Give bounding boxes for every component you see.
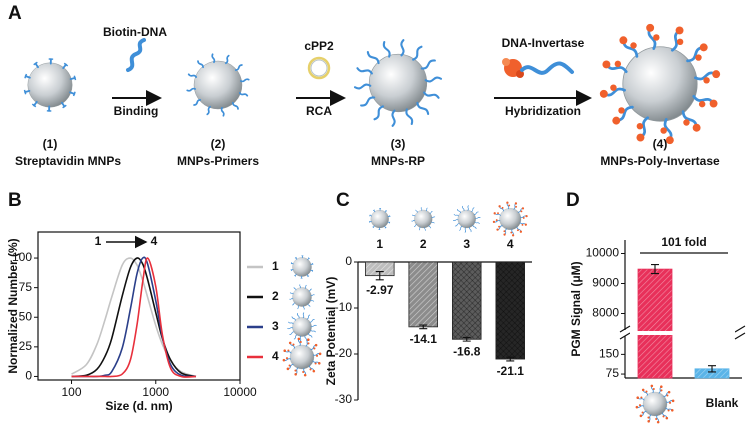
step-name: MNPs-Poly-Invertase [600, 154, 720, 168]
series-line [71, 257, 197, 378]
category-label: 3 [463, 237, 470, 251]
y-tick-label: 10000 [586, 246, 620, 260]
particle-icon [369, 208, 391, 230]
step-number: (3) [391, 137, 406, 151]
particle-icon [635, 384, 675, 424]
error-bar [708, 365, 716, 373]
step-number: (4) [653, 137, 668, 151]
y-tick-label: 8000 [592, 306, 619, 320]
panel-label: A [8, 3, 22, 24]
reagent-label: Biotin-DNA [103, 25, 167, 39]
y-tick-label: -20 [335, 346, 353, 360]
category-label: 1 [376, 237, 383, 251]
legend-label: 3 [272, 319, 279, 333]
error-bar [375, 270, 384, 281]
y-axis-label: Normalized Number (%) [6, 238, 20, 373]
y-axis-label: PGM Signal (μM) [569, 261, 583, 356]
category-label: 2 [420, 237, 427, 251]
error-bar [462, 336, 471, 342]
value-label: -2.97 [366, 283, 394, 297]
value-label: -21.1 [497, 364, 525, 378]
particle-icon [290, 255, 314, 279]
step-number: (1) [43, 137, 58, 151]
particle-icon [411, 207, 436, 231]
process-label: RCA [306, 104, 332, 118]
scheme [23, 22, 722, 146]
step-name: MNPs-Primers [177, 154, 259, 168]
break-gap [630, 331, 735, 335]
particle-icon [289, 284, 315, 310]
step-name: MNPs-RP [371, 154, 425, 168]
legend-label: 2 [272, 289, 279, 303]
particle [23, 58, 77, 112]
series-line [71, 257, 197, 378]
legend-label: 4 [272, 349, 279, 363]
particle-icon [282, 337, 322, 377]
process-label: Binding [114, 104, 159, 118]
panel-label: C [336, 190, 350, 211]
error-bar [419, 324, 428, 330]
axis-break [619, 325, 631, 340]
reagent-label: DNA-Invertase [502, 36, 585, 50]
bar [408, 261, 439, 328]
value-label: -16.8 [453, 344, 481, 358]
plot-frame [37, 231, 241, 381]
enzyme [502, 58, 510, 66]
annotation-start: 1 [95, 234, 102, 248]
y-tick-label: -30 [335, 392, 353, 406]
x-axis-label: Size (d. nm) [105, 399, 172, 413]
y-tick-label: 9000 [592, 276, 619, 290]
axis-break [734, 325, 746, 340]
error-bar [506, 356, 515, 362]
reagent-label: cPP2 [304, 39, 334, 53]
particle [186, 53, 250, 117]
y-tick-label: 0 [25, 369, 32, 383]
y-tick-label: 100 [12, 250, 32, 264]
y-tick-label: 150 [599, 347, 619, 361]
x-tick-label: 100 [62, 385, 82, 399]
bar [637, 268, 673, 379]
particle-icon [287, 312, 317, 342]
annotation-end: 4 [151, 234, 158, 248]
x-tick-label: 1000 [142, 385, 169, 399]
step-number: (2) [211, 137, 226, 151]
step-name: Streptavidin MNPs [15, 154, 121, 168]
particle-icon [452, 205, 481, 233]
panel-label: B [8, 190, 22, 211]
y-tick-label: 75 [606, 366, 620, 380]
y-tick-label: 50 [19, 309, 33, 323]
y-tick-label: 75 [19, 280, 33, 294]
bar [451, 261, 482, 340]
annotation: 101 fold [661, 235, 706, 249]
y-axis-label: Zeta Potential (mV) [324, 277, 338, 386]
error-bar [651, 264, 659, 275]
y-tick-label: 0 [345, 254, 352, 268]
value-label: -14.1 [410, 332, 438, 346]
panel-label: D [566, 190, 580, 211]
dna-icon [520, 61, 574, 75]
particle [598, 22, 722, 146]
category-label: Blank [706, 396, 739, 410]
series-line [71, 257, 196, 378]
invertase-icon [502, 58, 574, 78]
category-label: 4 [507, 237, 514, 251]
bar [495, 261, 526, 360]
legend-label: 1 [272, 259, 279, 273]
cpp2-icon [307, 56, 331, 80]
x-tick-label: 10000 [223, 385, 257, 399]
cpp2-icon [310, 59, 328, 77]
process-label: Hybridization [505, 104, 581, 118]
y-tick-label: 25 [19, 339, 33, 353]
particle [353, 39, 443, 127]
y-tick-label: -10 [335, 300, 353, 314]
particle-icon [492, 201, 529, 237]
dna-icon [126, 38, 146, 72]
